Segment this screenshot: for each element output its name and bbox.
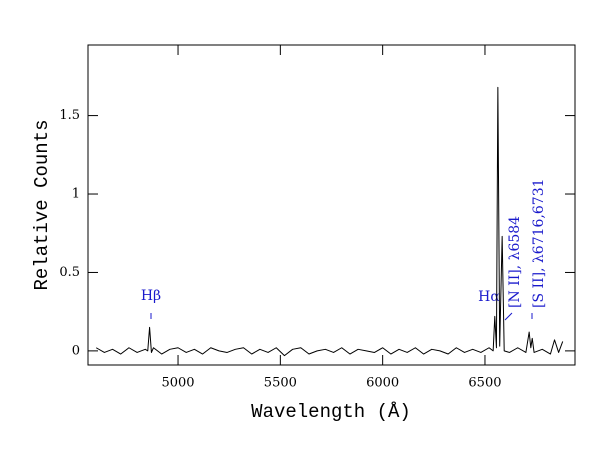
spectrum-line <box>95 86 564 357</box>
annotation: Hα <box>478 289 500 305</box>
x-tick-label: 5500 <box>264 376 297 391</box>
annotations: Hβ Hα [N II], λ6584 [S II], λ6716,6731 <box>141 178 547 321</box>
x-axis-label: Wavelength (Å) <box>251 401 411 423</box>
x-tick-label: 6000 <box>366 376 399 391</box>
plot-frame <box>87 44 576 366</box>
annotation: Hβ <box>141 288 161 304</box>
y-tick-label: 1.5 <box>59 108 80 123</box>
x-tick-label: 6500 <box>468 376 501 391</box>
y-tick-label: 0.5 <box>59 265 80 280</box>
y-tick-label: 1 <box>72 187 80 202</box>
y-axis-label: Relative Counts <box>31 119 53 290</box>
annotation: [S II], λ6716,6731 <box>531 178 547 308</box>
y-tick-label: 0 <box>72 343 80 358</box>
annotation-tick <box>504 312 513 321</box>
annotation: [N II], λ6584 <box>507 216 523 308</box>
x-tick-label: 5000 <box>161 376 194 391</box>
